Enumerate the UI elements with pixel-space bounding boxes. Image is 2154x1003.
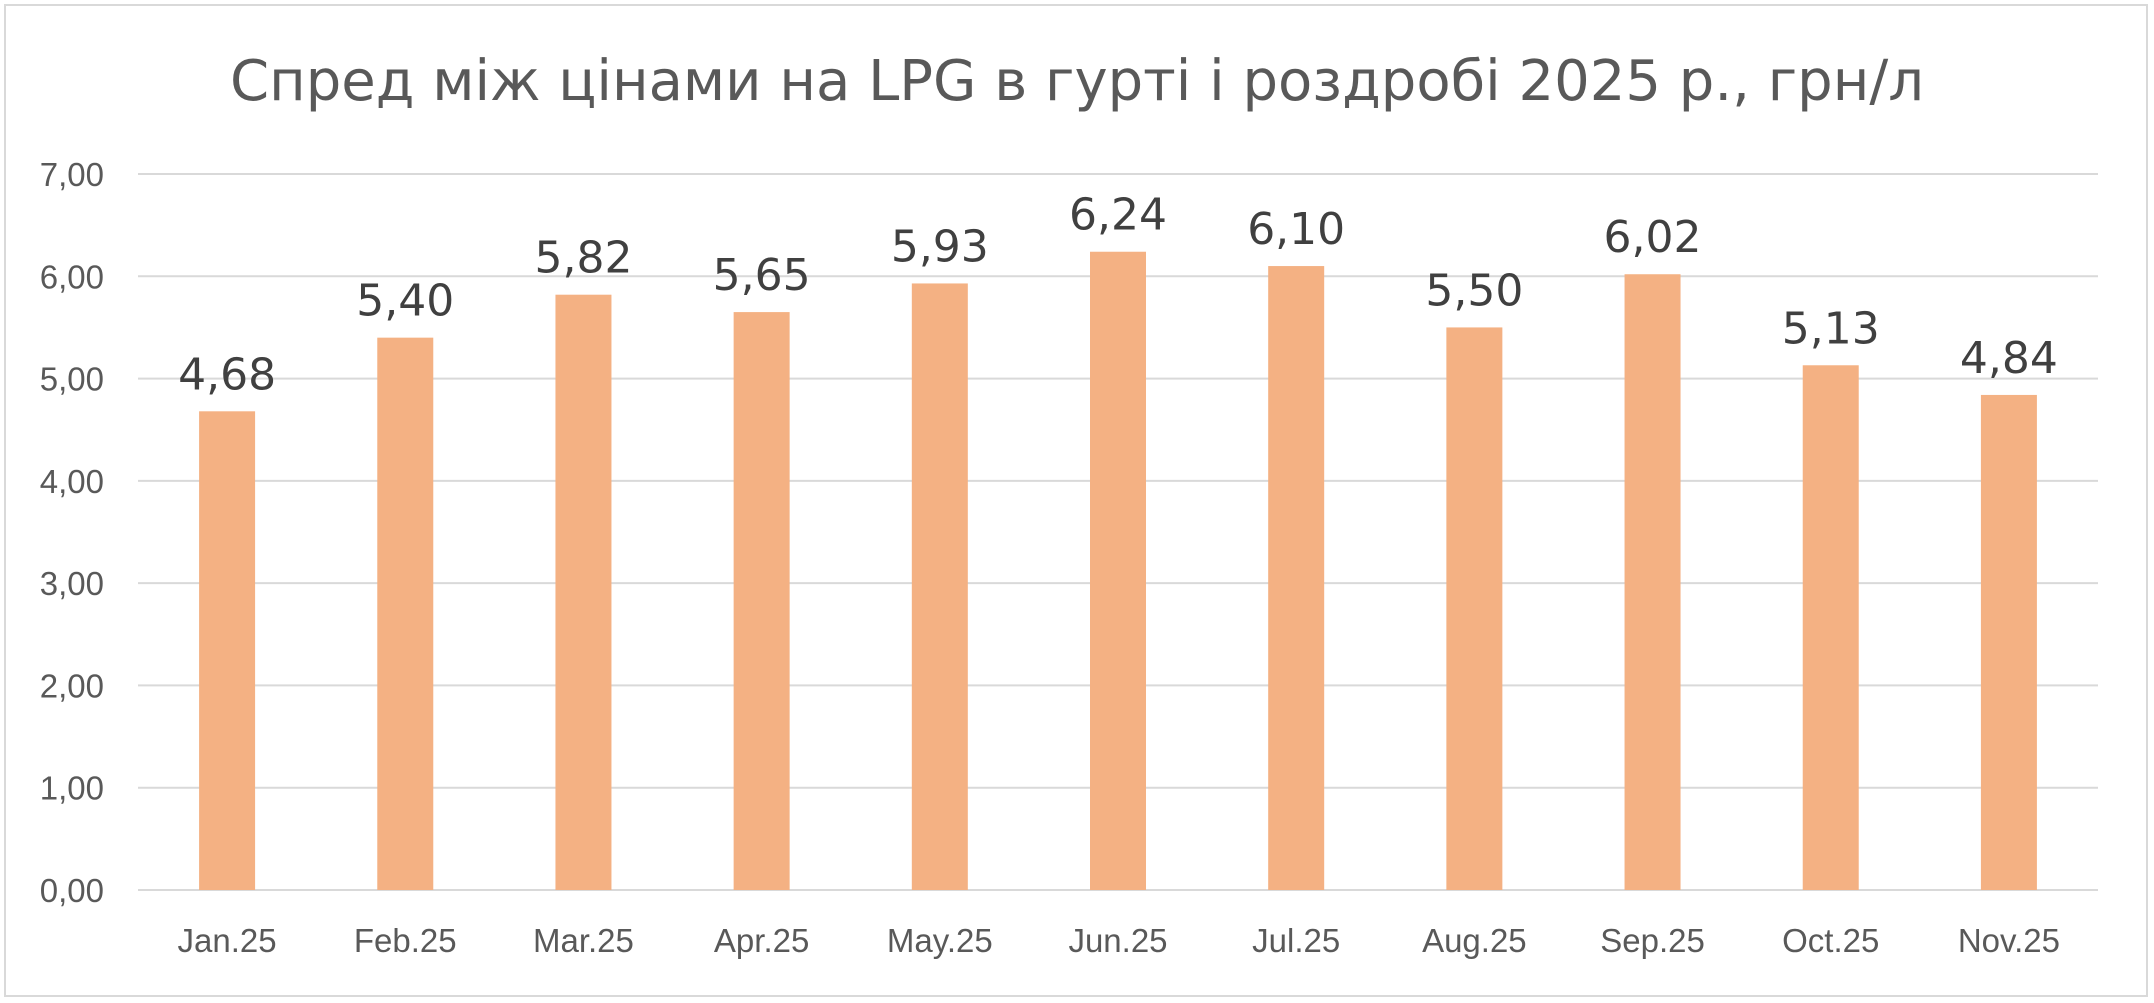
bar <box>199 411 256 890</box>
y-tick-label: 6,00 <box>40 258 104 295</box>
y-tick-label: 5,00 <box>40 361 104 398</box>
x-tick-label: Jun.25 <box>1068 922 1167 959</box>
bar <box>377 337 434 891</box>
x-tick-label: Nov.25 <box>1958 922 2060 959</box>
x-tick-label: Sep.25 <box>1600 922 1705 959</box>
bar <box>1268 266 1325 890</box>
bar <box>1090 251 1146 891</box>
x-tick-label: Mar.25 <box>533 922 634 959</box>
bar <box>1624 274 1681 890</box>
bar <box>1980 394 2037 890</box>
x-tick-label: Apr.25 <box>714 922 809 959</box>
chart-frame <box>4 4 2148 997</box>
data-label: 5,13 <box>1782 303 1880 354</box>
bar <box>911 283 968 891</box>
y-tick-label: 1,00 <box>40 770 104 807</box>
data-label: 5,40 <box>356 276 454 327</box>
y-axis-tick-labels: 0,00 1,00 2,00 3,00 4,00 5,00 6,00 7,00 <box>40 156 104 909</box>
data-label: 4,84 <box>1960 333 2058 384</box>
y-tick-label: 2,00 <box>40 667 104 704</box>
data-label: 5,93 <box>891 221 989 272</box>
data-labels: 4,68 5,40 5,82 5,65 5,93 6,24 6,10 5,50 6,02 5,13… <box>178 190 2058 401</box>
chart-title: Спред між цінами на LPG в гурті і роздро… <box>230 49 1924 114</box>
y-tick-label: 7,00 <box>40 156 104 193</box>
data-label: 4,68 <box>178 349 276 400</box>
x-tick-label: Jul.25 <box>1252 922 1340 959</box>
data-label: 5,82 <box>534 233 632 284</box>
data-label: 5,65 <box>713 250 811 301</box>
x-axis-tick-labels: Jan.25 Feb.25 Mar.25 Apr.25 May.25 Jun.25 Jul.… <box>178 922 2060 959</box>
data-label: 6,10 <box>1247 204 1345 255</box>
bars <box>199 251 2037 891</box>
bar <box>1802 365 1859 890</box>
bar <box>1446 327 1503 890</box>
y-tick-label: 4,00 <box>40 463 104 500</box>
x-tick-label: May.25 <box>887 922 993 959</box>
data-label: 6,24 <box>1069 190 1167 241</box>
y-tick-label: 0,00 <box>40 872 104 909</box>
bar <box>555 294 612 890</box>
x-tick-label: Feb.25 <box>354 922 457 959</box>
x-tick-label: Jan.25 <box>178 922 277 959</box>
data-label: 6,02 <box>1604 212 1702 263</box>
bar <box>733 312 790 891</box>
x-tick-label: Aug.25 <box>1422 922 1527 959</box>
x-tick-label: Oct.25 <box>1782 922 1879 959</box>
y-tick-label: 3,00 <box>40 565 104 602</box>
data-label: 5,50 <box>1425 265 1523 316</box>
